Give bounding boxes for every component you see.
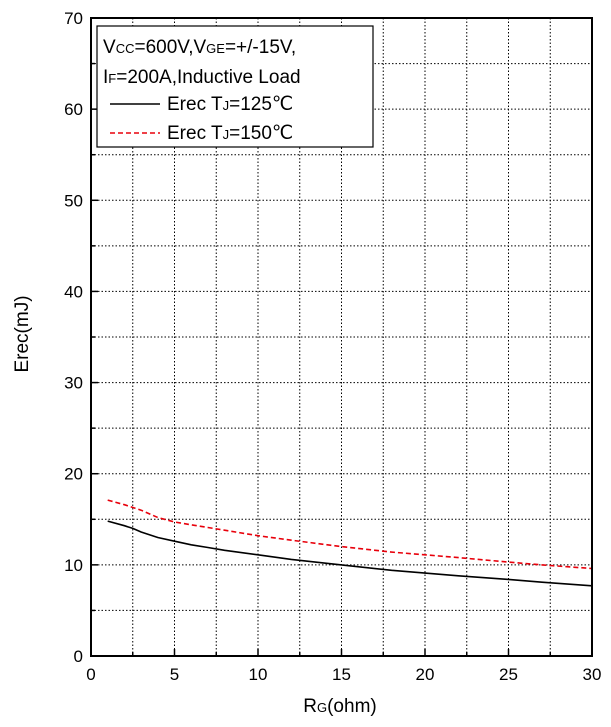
- axis-ticks: 0 5 10 15 20 25 30 0 10 20 30 40 50 60 70: [64, 9, 601, 684]
- conditions-line-2: IF=200A,Inductive Load: [103, 67, 301, 88]
- series-line-150c: [107, 499, 593, 570]
- series-line-125c: [107, 520, 593, 587]
- x-tick-label: 5: [170, 665, 179, 684]
- y-tick-label: 20: [64, 465, 83, 484]
- y-tick-label: 0: [74, 647, 83, 666]
- x-tick-label: 15: [332, 665, 351, 684]
- x-axis-title: RG(ohm): [303, 696, 376, 717]
- x-tick-label: 0: [86, 665, 95, 684]
- y-tick-label: 60: [64, 100, 83, 119]
- legend-label-125c: Erec TJ=125℃: [167, 94, 293, 115]
- y-axis-title: Erec(mJ): [12, 295, 33, 372]
- y-tick-label: 30: [64, 374, 83, 393]
- x-tick-label: 10: [249, 665, 268, 684]
- legend: VCC=600V,VGE=+/-15V, IF=200A,Inductive L…: [96, 25, 374, 148]
- x-tick-label: 20: [416, 665, 435, 684]
- x-tick-label: 25: [499, 665, 518, 684]
- x-tick-label: 30: [583, 665, 602, 684]
- series-lines: [107, 499, 593, 587]
- legend-box: [96, 25, 374, 148]
- y-tick-label: 40: [64, 282, 83, 301]
- conditions-line-1: VCC=600V,VGE=+/-15V,: [103, 37, 296, 58]
- legend-label-150c: Erec TJ=150℃: [167, 123, 293, 144]
- y-tick-label: 50: [64, 191, 83, 210]
- y-tick-label: 10: [64, 556, 83, 575]
- y-tick-label: 70: [64, 9, 83, 28]
